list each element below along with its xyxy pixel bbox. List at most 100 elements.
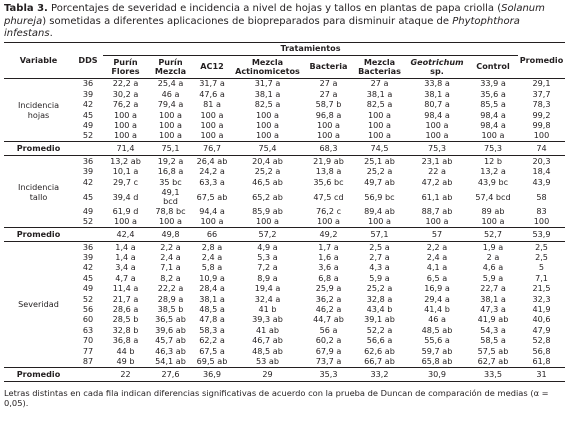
value-cell: 28,5 b	[112, 314, 139, 325]
value-cell: 33,9 a	[480, 78, 506, 89]
value-cell: 73,7 a	[315, 355, 342, 366]
variable-label-word: hojas	[27, 109, 50, 120]
value-cell: 29,4 a	[424, 293, 450, 304]
value-cell: 41 ab	[256, 324, 279, 335]
dds-cell: 52	[82, 130, 94, 141]
value-cell: 63,3 a	[199, 176, 225, 187]
value-cell: 98,4 a	[424, 109, 450, 120]
table-row: 45 4,7 a 8,2 a 10,9 a 8,9 a 6,8 a 5,9 a 6,5 a 5,…	[4, 273, 565, 283]
variable-label-word: Incidencia	[17, 99, 60, 110]
value-cell: 100 a	[256, 216, 279, 227]
value-cell: 47,2 ab	[421, 176, 453, 187]
value-cell: 28,9 a	[157, 293, 184, 304]
value-cell: 100 a	[481, 216, 505, 227]
value-cell: 55,6 a	[424, 335, 450, 346]
value-cell: 11,4 a	[112, 283, 139, 294]
dds-cell: 87	[82, 355, 94, 366]
value-cell: 100 a	[200, 216, 224, 227]
dds-cell: 39	[82, 88, 94, 99]
dds-cell: 36	[73, 155, 103, 167]
value-cell: 100 a	[368, 109, 391, 120]
header-treatment: AC12	[193, 55, 231, 79]
average-label: Promedio	[4, 227, 73, 242]
value-cell: 82,5 a	[366, 99, 393, 110]
value-cell: 41,4 b	[424, 304, 450, 315]
average-cell: 57,2	[231, 227, 304, 242]
value-cell: 47,6 a	[199, 88, 225, 99]
value-cell: 54,1 ab	[155, 355, 186, 366]
row-average: 61,8	[532, 355, 551, 366]
value-cell: 27 a	[319, 88, 338, 99]
variable-label: Incidencia hojas	[4, 78, 73, 141]
caption-pathogen: Phytophthora infestans	[4, 15, 520, 40]
value-cell: 5,8 a	[201, 262, 223, 273]
value-cell: 45,7 ab	[155, 335, 186, 346]
table-row: 60 28,5 b 36,5 ab 47,8 a 39,3 ab 44,7 ab 39,1 …	[4, 315, 565, 325]
value-cell: 47,5 cd	[313, 191, 344, 202]
table-body: Incidencia hojas 36 22,2 a 25,4 a 31,7 a 31,7 …	[4, 78, 565, 382]
caption-text-1: Porcentajes de severidad e incidencia a …	[47, 3, 502, 14]
dds-cell: 45	[82, 272, 94, 283]
average-cell: 42,4	[103, 227, 148, 242]
row-average: 20,3	[518, 155, 565, 167]
header-treatment-line1: Mezcla	[251, 57, 284, 68]
average-cell: 35,3	[304, 366, 353, 382]
header-dds: DDS	[73, 41, 103, 79]
value-cell: 31,7 a	[199, 78, 225, 89]
value-cell: 5,9 a	[369, 272, 390, 283]
value-cell: 19,2 a	[148, 155, 193, 167]
value-cell: 89 ab	[481, 205, 505, 216]
value-cell: 43,9 bc	[477, 176, 509, 187]
value-cell: 100 a	[159, 130, 182, 141]
value-cell: 44,7 ab	[313, 314, 344, 325]
table-caption: Tabla 3. Porcentajes de severidad e inci…	[4, 3, 565, 41]
value-cell: 61,9 d	[112, 205, 139, 216]
variable-label: Severidad	[4, 241, 73, 368]
average-dds-empty	[73, 227, 103, 242]
value-cell: 69,5 ab	[196, 355, 228, 366]
value-cell: 57,4 bcd	[475, 191, 511, 202]
average-dds-empty	[73, 141, 103, 156]
value-cell: 2,5 a	[353, 241, 406, 253]
average-row: Promedio 42,4 49,8 66 57,2 49,2 57,1 57 52,7 53,9	[4, 227, 565, 242]
value-cell: 98,4 a	[480, 119, 506, 130]
dds-cell: 42	[82, 176, 94, 187]
value-cell: 78,8 bc	[155, 205, 186, 216]
row-average: 40,6	[532, 314, 551, 325]
value-cell: 2,4 a	[426, 252, 448, 263]
value-cell: 56,6 a	[366, 335, 393, 346]
value-cell: 96,8 a	[315, 109, 342, 120]
row-average: 47,9	[532, 324, 551, 335]
value-cell: 8,2 a	[160, 272, 181, 283]
value-cell: 1,9 a	[468, 241, 518, 253]
header-treatment: Purín Flores	[103, 55, 148, 79]
dds-cell: 42	[82, 99, 94, 110]
value-cell: 39,6 ab	[155, 324, 186, 335]
value-cell: 47,3 a	[480, 304, 506, 315]
header-treatment-line1: Geotrichum	[410, 57, 464, 68]
header-tratamientos: Tratamientos	[103, 41, 518, 56]
average-cell: 76,7	[193, 141, 231, 156]
value-cell: 65,2 ab	[252, 191, 283, 202]
value-cell: 20,4 ab	[231, 155, 304, 167]
header-treatment: Mezcla Actinomicetos	[231, 55, 304, 79]
row-average: 18,4	[532, 166, 551, 177]
dds-cell: 39	[82, 166, 94, 177]
value-cell: 56 a	[319, 324, 338, 335]
header-treatment-line1: Purín	[113, 57, 138, 68]
header-treatment: Control	[468, 55, 518, 79]
value-cell: 67,5 ab	[196, 191, 228, 202]
table-row: 52 100 a 100 a 100 a 100 a 100 a 100 a 100 a 100…	[4, 217, 565, 228]
value-cell-line: 49,1	[161, 187, 180, 198]
table-row: 87 49 b 54,1 ab 69,5 ab 53 ab 73,7 a 66,7 ab 65…	[4, 356, 565, 367]
value-cell: 100 a	[481, 130, 505, 141]
header-variable: Variable	[4, 41, 73, 79]
header-treatment-line1: Purín	[158, 57, 183, 68]
table-footnote: Letras distintas en cada fila indican di…	[4, 387, 549, 408]
row-average: 32,3	[532, 293, 551, 304]
header-treatment-line2: Bacterias	[358, 65, 401, 76]
average-cell: 66	[193, 227, 231, 242]
value-cell: 46,2 a	[315, 304, 342, 315]
table-row: 39 10,1 a 16,8 a 24,2 a 25,2 a 13,8 a 25,2 a 22…	[4, 166, 565, 177]
value-cell: 13,2 a	[480, 166, 506, 177]
